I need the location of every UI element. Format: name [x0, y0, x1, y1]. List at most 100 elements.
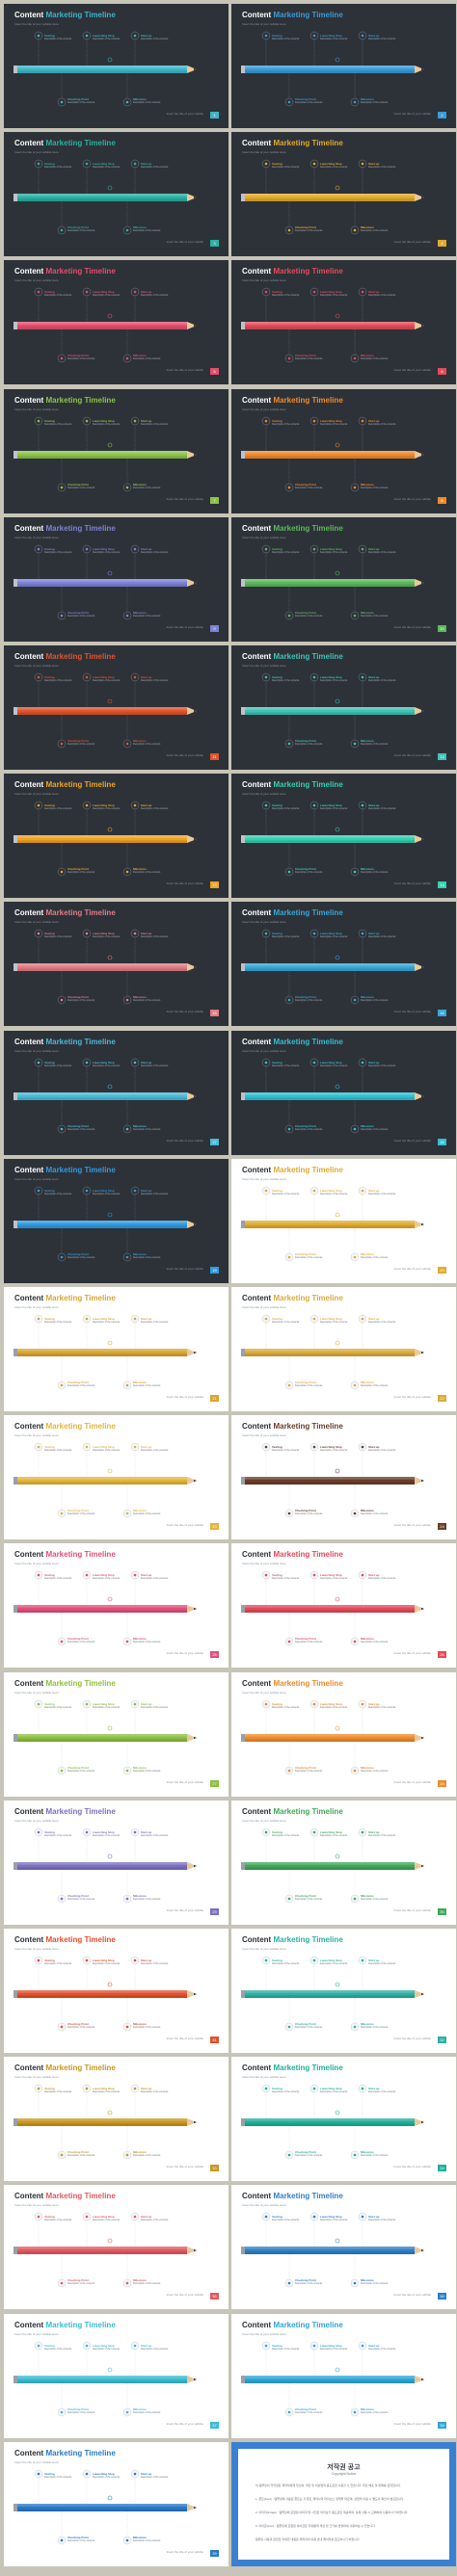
slide-thumbnail[interactable]: Content Marketing Timeline Insert the tit… [4, 1543, 228, 1669]
milestone-top-0-description: Description of the contents [272, 1577, 300, 1581]
slide-thumbnail[interactable]: Content Marketing Timeline Insert the tit… [4, 2185, 228, 2310]
slide-thumbnail[interactable]: Content Marketing Timeline Insert the tit… [231, 1415, 456, 1540]
slide-footer: Insert the title of your subtitle [166, 753, 203, 757]
slide-thumbnail[interactable]: Content Marketing Timeline Insert the tit… [231, 1158, 456, 1283]
pencil-timeline-graphic [241, 288, 424, 363]
slide-thumbnail[interactable]: Content Marketing Timeline Insert the tit… [231, 902, 456, 1027]
launching-stop-icon [82, 2341, 92, 2350]
slide-thumbnail[interactable]: Content Marketing Timeline Insert the tit… [231, 132, 456, 257]
milestone-top-0-description: Description of the contents [44, 166, 72, 170]
slide-thumbnail[interactable]: Content Marketing Timeline Insert the tit… [4, 516, 228, 642]
milestone-bottom-1-label: Milestone [361, 2406, 374, 2411]
milestone-top-1-description: Description of the contents [93, 166, 121, 170]
milestone-top-0-label: Vesting [44, 418, 55, 423]
slide-subtitle: Insert the title of your subtitle Here [242, 920, 286, 925]
launching-stop-icon [309, 416, 319, 425]
slide-thumbnail[interactable]: Content Marketing Timeline Insert the tit… [4, 902, 228, 1027]
vesting-icon [261, 1571, 271, 1580]
slide-footer: Insert the title of your subtitle [393, 624, 431, 629]
copyright-notice-slide[interactable]: 저작권 공고 Copyright Notice 이 템플릿의 저작권은 제작자에게 … [231, 2441, 456, 2566]
start-up-icon [130, 2084, 140, 2093]
slide-thumbnail[interactable]: Content Marketing Timeline Insert the tit… [4, 1929, 228, 2053]
vesting-icon [34, 416, 43, 425]
milestone-top-1-label: Launching Stop [93, 546, 115, 551]
slide-thumbnail[interactable]: Content Marketing Timeline Insert the tit… [4, 2441, 228, 2566]
title-word-1: Content [14, 523, 44, 533]
milestone-top-1-description: Description of the contents [320, 1577, 348, 1581]
slide-title: Content Marketing Timeline [14, 1679, 116, 1689]
milestone-bottom-1-description: Description of the contents [133, 999, 161, 1003]
slide-thumbnail[interactable]: Content Marketing Timeline Insert the tit… [4, 1415, 228, 1540]
milestone-top-1-description: Description of the contents [93, 1064, 121, 1067]
milestone-top-2-label: Start up [368, 1188, 380, 1193]
slide-thumbnail[interactable]: Content Marketing Timeline Insert the tit… [231, 260, 456, 385]
page-number-badge: 26 [438, 1651, 446, 1659]
slide-thumbnail[interactable]: Content Marketing Timeline Insert the tit… [231, 1929, 456, 2053]
milestone-top-0-description: Description of the contents [272, 2347, 300, 2351]
slide-thumbnail[interactable]: Content Marketing Timeline Insert the tit… [4, 2313, 228, 2438]
pencil-timeline-graphic [241, 2341, 424, 2416]
slide-thumbnail[interactable]: Content Marketing Timeline Insert the tit… [4, 4, 228, 128]
vesting-icon [261, 1827, 271, 1837]
slide-thumbnail[interactable]: Content Marketing Timeline Insert the tit… [4, 774, 228, 899]
slide-subtitle: Insert the title of your subtitle Here [242, 2331, 286, 2336]
checking-point-icon [284, 2022, 294, 2032]
milestone-top-1-label: Launching Stop [320, 1060, 342, 1065]
slide-thumbnail[interactable]: Content Marketing Timeline Insert the tit… [231, 2185, 456, 2310]
slide-footer: Insert the title of your subtitle [393, 2165, 431, 2169]
slide-thumbnail[interactable]: Content Marketing Timeline Insert the tit… [231, 774, 456, 899]
slide-thumbnail[interactable]: Content Marketing Timeline Insert the tit… [4, 2057, 228, 2182]
slide-thumbnail[interactable]: Content Marketing Timeline Insert the tit… [4, 1287, 228, 1411]
start-up-icon [358, 1058, 367, 1066]
launching-stop-icon [309, 672, 319, 682]
slide-thumbnail[interactable]: Content Marketing Timeline Insert the tit… [4, 1158, 228, 1283]
slide-thumbnail[interactable]: Content Marketing Timeline Insert the tit… [231, 388, 456, 513]
slide-thumbnail[interactable]: Content Marketing Timeline Insert the tit… [231, 4, 456, 128]
milestone-top-0-description: Description of the contents [44, 422, 72, 426]
title-word-1: Content [242, 267, 272, 276]
title-word-2: Marketing Timeline [45, 1422, 116, 1432]
slide-thumbnail[interactable]: Content Marketing Timeline Insert the tit… [231, 1800, 456, 1925]
milestone-bottom-1-label: Milestone [361, 1123, 374, 1128]
milestone-top-1-label: Launching Stop [93, 1188, 115, 1193]
milestone-top-0-label: Vesting [44, 803, 55, 808]
slide-title: Content Marketing Timeline [242, 267, 343, 276]
milestone-bottom-0-description: Description of the contents [67, 486, 95, 489]
page-number-badge: 2 [438, 112, 446, 118]
slide-thumbnail[interactable]: Content Marketing Timeline Insert the tit… [4, 260, 228, 385]
milestone-bottom-0-label: Checking Point [67, 1765, 89, 1770]
slide-thumbnail[interactable]: Content Marketing Timeline Insert the tit… [4, 1030, 228, 1155]
slide-thumbnail[interactable]: Content Marketing Timeline Insert the tit… [231, 1671, 456, 1797]
slide-thumbnail[interactable]: Content Marketing Timeline Insert the tit… [4, 132, 228, 257]
checking-point-icon [57, 867, 67, 877]
milestone-bottom-1-label: Milestone [361, 1251, 374, 1256]
title-word-2: Marketing Timeline [45, 2320, 116, 2329]
slide-thumbnail[interactable]: Content Marketing Timeline Insert the tit… [231, 516, 456, 642]
slide-thumbnail[interactable]: Content Marketing Timeline Insert the tit… [231, 1287, 456, 1411]
title-word-1: Content [242, 1935, 272, 1944]
milestone-top-0-label: Vesting [44, 1701, 55, 1706]
vesting-icon [261, 1699, 271, 1708]
title-word-1: Content [242, 652, 272, 661]
title-word-1: Content [14, 139, 44, 148]
slide-thumbnail[interactable]: Content Marketing Timeline Insert the tit… [4, 1671, 228, 1797]
slide-thumbnail[interactable]: Content Marketing Timeline Insert the tit… [231, 1543, 456, 1669]
slide-footer: Insert the title of your subtitle [393, 1651, 431, 1656]
slide-thumbnail[interactable]: Content Marketing Timeline Insert the tit… [231, 2313, 456, 2438]
launching-stop-icon [82, 801, 92, 810]
title-word-2: Marketing Timeline [45, 1935, 116, 1944]
slide-subtitle: Insert the title of your subtitle Here [14, 2331, 59, 2336]
slide-thumbnail[interactable]: Content Marketing Timeline Insert the tit… [4, 645, 228, 770]
slide-footer: Insert the title of your subtitle [393, 2293, 431, 2298]
slide-thumbnail[interactable]: Content Marketing Timeline Insert the tit… [231, 1030, 456, 1155]
start-up-icon [358, 544, 367, 554]
start-up-icon [358, 159, 367, 169]
slide-thumbnail[interactable]: Content Marketing Timeline Insert the tit… [4, 388, 228, 513]
slide-subtitle: Insert the title of your subtitle Here [14, 1818, 59, 1823]
slide-thumbnail[interactable]: Content Marketing Timeline Insert the tit… [231, 645, 456, 770]
slide-footer: Insert the title of your subtitle [393, 1907, 431, 1912]
milestone-bottom-1-description: Description of the contents [361, 999, 389, 1003]
slide-thumbnail[interactable]: Content Marketing Timeline Insert the tit… [231, 2057, 456, 2182]
page-number-badge: 14 [438, 881, 446, 889]
slide-thumbnail[interactable]: Content Marketing Timeline Insert the tit… [4, 1800, 228, 1925]
